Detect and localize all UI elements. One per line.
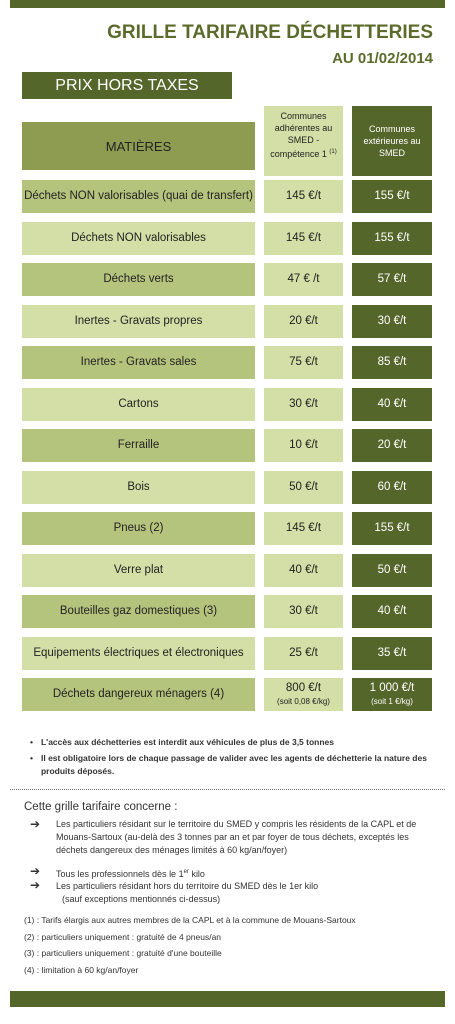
- price-cell: 40 €/t: [352, 595, 432, 628]
- price-cell: 1 000 €/t (soit 1 €/kg): [352, 678, 432, 711]
- row-label: Déchets NON valorisables (quai de transf…: [22, 180, 255, 213]
- footnotes: (1) : Tarifs élargis aux autres membres …: [24, 912, 444, 978]
- price-cell: 47 € /t: [264, 263, 343, 296]
- top-bar: [10, 0, 445, 8]
- row-label: Déchets verts: [22, 263, 255, 296]
- price-cell: 800 €/t (soit 0,08 €/kg): [264, 678, 343, 711]
- concern-item: Les particuliers résidant hors du territ…: [56, 881, 319, 891]
- date: AU 01/02/2014: [332, 50, 433, 67]
- price-cell: 25 €/t: [264, 636, 343, 670]
- concern-note: (sauf exceptions mentionnés ci-dessus): [62, 894, 221, 904]
- price-cell: 155 €/t: [352, 221, 432, 255]
- column-header: Communes extérieures au SMED: [352, 106, 432, 176]
- price-cell: 30 €/t: [264, 595, 343, 628]
- price: 1 000 €/t: [369, 681, 415, 694]
- note-text: Il est obligatoire lors de chaque passag…: [40, 753, 427, 776]
- title: GRILLE TARIFAIRE DÉCHETTERIES: [107, 22, 433, 43]
- price-cell: 155 €/t: [352, 180, 432, 213]
- concerns-title: Cette grille tarifaire concerne :: [24, 801, 178, 813]
- price-detail: (soit 1 €/kg): [371, 696, 413, 706]
- price: 800 €/t: [285, 681, 322, 694]
- price-cell: 40 €/t: [264, 553, 343, 587]
- footnote: (4) : limitation à 60 kg/an/foyer: [24, 964, 139, 975]
- price-cell: 60 €/t: [352, 470, 432, 504]
- column-header: Communes adhérentes au SMED - compétence…: [264, 106, 343, 176]
- row-label: Déchets NON valorisables: [22, 221, 255, 255]
- row-label: Pneus (2): [22, 512, 255, 545]
- price-cell: 20 €/t: [352, 429, 432, 462]
- price-cell: 40 €/t: [352, 387, 432, 421]
- price-cell: 50 €/t: [352, 553, 432, 587]
- footnote: (1) : Tarifs élargis aux autres membres …: [24, 915, 356, 925]
- footnote: (3) : particuliers uniquement : gratuité…: [24, 948, 222, 958]
- price-cell: 30 €/t: [352, 304, 432, 338]
- column-header: MATIÈRES: [22, 122, 255, 170]
- price-cell: 10 €/t: [264, 429, 343, 462]
- section-title: PRIX HORS TAXES: [22, 72, 232, 99]
- row-label: Cartons: [22, 387, 255, 421]
- concern-item: Les particuliers résidant sur le territo…: [56, 819, 417, 855]
- price-cell: 145 €/t: [264, 221, 343, 255]
- row-label: Ferraille: [22, 429, 255, 462]
- price-cell: 145 €/t: [264, 180, 343, 213]
- note-text: L'accès aux déchetteries est interdit au…: [40, 737, 335, 747]
- notes: • L'accès aux déchetteries est interdit a…: [30, 736, 430, 778]
- price-cell: 50 €/t: [264, 470, 343, 504]
- price-cell: 145 €/t: [264, 512, 343, 545]
- bottom-bar: [10, 991, 445, 1007]
- price-cell: 30 €/t: [264, 387, 343, 421]
- arrow-icon: ➔: [30, 864, 41, 878]
- row-label: Equipements électriques et électroniques: [22, 636, 255, 670]
- price-cell: 35 €/t: [352, 636, 432, 670]
- note: • Il est obligatoire lors de chaque passa…: [30, 752, 430, 778]
- price-cell: 155 €/t: [352, 512, 432, 545]
- price-cell: 85 €/t: [352, 346, 432, 379]
- row-label: Bouteilles gaz domestiques (3): [22, 595, 255, 628]
- footnote: (2) : particuliers uniquement : gratuité…: [24, 931, 222, 942]
- row-label: Déchets dangereux ménagers (4): [22, 678, 255, 711]
- row-label: Verre plat: [22, 553, 255, 587]
- concern-text: Tous les professionnels dès le 1: [56, 869, 184, 879]
- price-cell: 57 €/t: [352, 263, 432, 296]
- price-cell: 20 €/t: [264, 304, 343, 338]
- arrow-icon: ➔: [30, 878, 41, 892]
- concern-sup: er: [183, 869, 189, 875]
- price-cell: 75 €/t: [264, 346, 343, 379]
- note: • L'accès aux déchetteries est interdit a…: [30, 737, 335, 747]
- price-detail: (soit 0,08 €/kg): [277, 696, 330, 706]
- concern-item: Tous les professionnels dès le 1er kilo: [56, 866, 441, 881]
- header-sup: (1): [329, 149, 337, 155]
- header-text: Communes adhérentes au SMED - compétence…: [270, 111, 333, 159]
- row-label: Inertes - Gravats sales: [22, 346, 255, 379]
- arrow-icon: ➔: [30, 817, 41, 831]
- concern-text: kilo: [191, 869, 205, 879]
- separator: [10, 789, 445, 790]
- row-label: Bois: [22, 470, 255, 504]
- row-label: Inertes - Gravats propres: [22, 304, 255, 338]
